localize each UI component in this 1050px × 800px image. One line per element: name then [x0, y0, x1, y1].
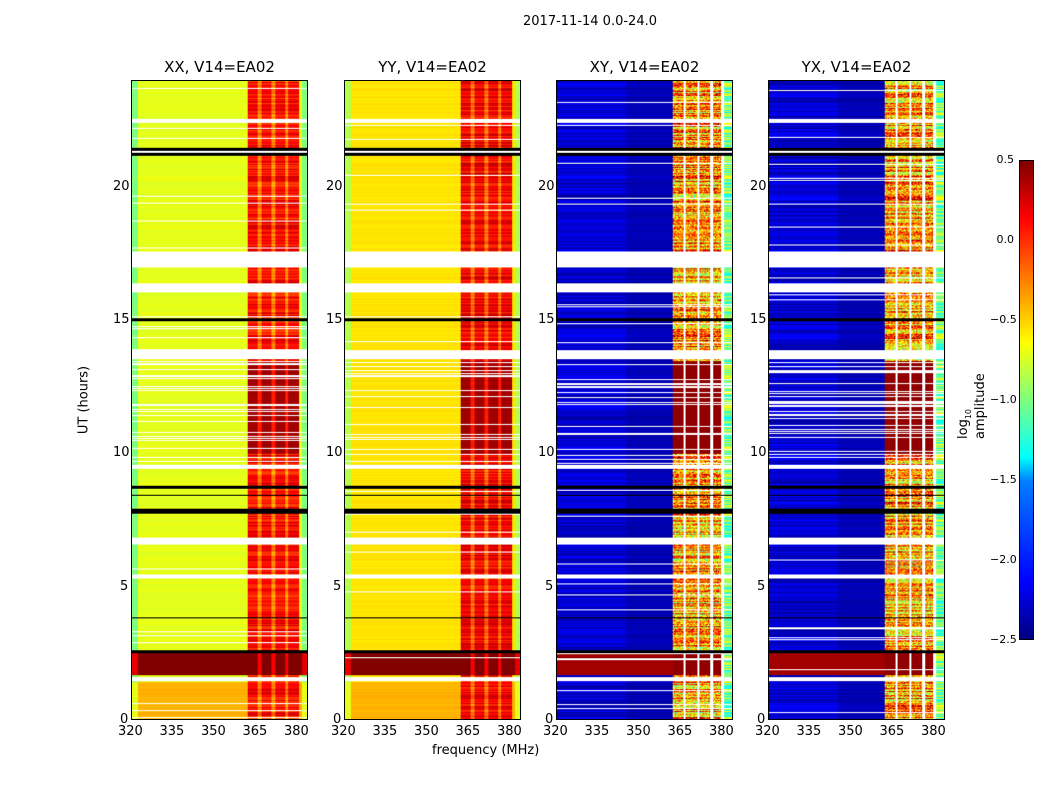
x-tick-label: 320: [118, 724, 143, 739]
colorbar: [1019, 160, 1034, 640]
x-tick-label: 380: [708, 724, 734, 739]
heatmap-panel-3: [768, 80, 945, 720]
x-tick-label: 365: [242, 724, 268, 739]
x-tick-label: 350: [625, 724, 651, 739]
y-tick-label: 15: [538, 312, 555, 327]
colorbar-label: log10 amplitude: [956, 373, 988, 439]
heatmap-canvas: [769, 81, 944, 719]
x-tick-label: 380: [920, 724, 946, 739]
panel-title: XY, V14=EA02: [589, 58, 700, 76]
panel-title: YY, V14=EA02: [378, 58, 487, 76]
heatmap-canvas: [132, 81, 307, 719]
colorbar-tick-label: 0.5: [996, 153, 1015, 166]
x-tick-label: 335: [584, 724, 610, 739]
y-tick-label: 20: [538, 178, 555, 194]
x-tick-label: 350: [413, 724, 439, 739]
colorbar-tick-label: −2.5: [990, 633, 1017, 646]
y-tick-label: 5: [545, 578, 554, 594]
colorbar-tick-label: −2.0: [990, 553, 1017, 566]
y-tick-label: 5: [120, 578, 129, 594]
y-tick-label: 10: [326, 445, 343, 461]
heatmap-panel-2: [556, 80, 733, 720]
colorbar-tick-label: −1.0: [990, 393, 1017, 406]
x-tick-label: 350: [837, 724, 863, 739]
y-tick-label: 15: [750, 312, 767, 327]
x-tick-label: 365: [455, 724, 481, 739]
y-tick-label: 20: [113, 178, 130, 194]
colorbar-tick-label: −1.5: [990, 473, 1017, 486]
y-tick-label: 20: [326, 178, 343, 194]
x-tick-label: 335: [796, 724, 822, 739]
y-tick-label: 0: [333, 712, 342, 727]
y-tick-label: 15: [326, 312, 343, 327]
panel-title: XX, V14=EA02: [164, 58, 275, 76]
heatmap-canvas: [345, 81, 520, 719]
x-tick-label: 350: [200, 724, 226, 739]
y-tick-label: 20: [750, 178, 767, 194]
x-tick-label: 335: [159, 724, 185, 739]
x-tick-label: 335: [372, 724, 398, 739]
y-tick-label: 10: [113, 445, 130, 461]
colorbar-tick-label: −0.5: [990, 313, 1017, 326]
x-tick-label: 365: [667, 724, 693, 739]
y-tick-label: 15: [113, 312, 130, 327]
x-axis-label: frequency (MHz): [432, 743, 540, 758]
y-axis-label: UT (hours): [76, 365, 92, 435]
y-tick-label: 0: [545, 712, 554, 727]
y-tick-label: 0: [120, 712, 129, 727]
x-tick-label: 320: [331, 724, 356, 739]
y-tick-label: 5: [333, 578, 342, 594]
y-tick-label: 5: [757, 578, 766, 594]
y-tick-label: 10: [750, 445, 767, 461]
heatmap-panel-1: [344, 80, 521, 720]
heatmap-panel-0: [131, 80, 308, 720]
x-tick-label: 380: [496, 724, 522, 739]
x-tick-label: 320: [755, 724, 780, 739]
panel-title: YX, V14=EA02: [801, 58, 912, 76]
x-tick-label: 365: [879, 724, 905, 739]
heatmap-canvas: [557, 81, 732, 719]
x-tick-label: 380: [283, 724, 309, 739]
y-tick-label: 0: [757, 712, 766, 727]
y-tick-label: 10: [538, 445, 555, 461]
colorbar-tick-label: 0.0: [996, 233, 1015, 246]
x-tick-label: 320: [543, 724, 568, 739]
figure-title: 2017-11-14 0.0-24.0: [523, 14, 657, 29]
